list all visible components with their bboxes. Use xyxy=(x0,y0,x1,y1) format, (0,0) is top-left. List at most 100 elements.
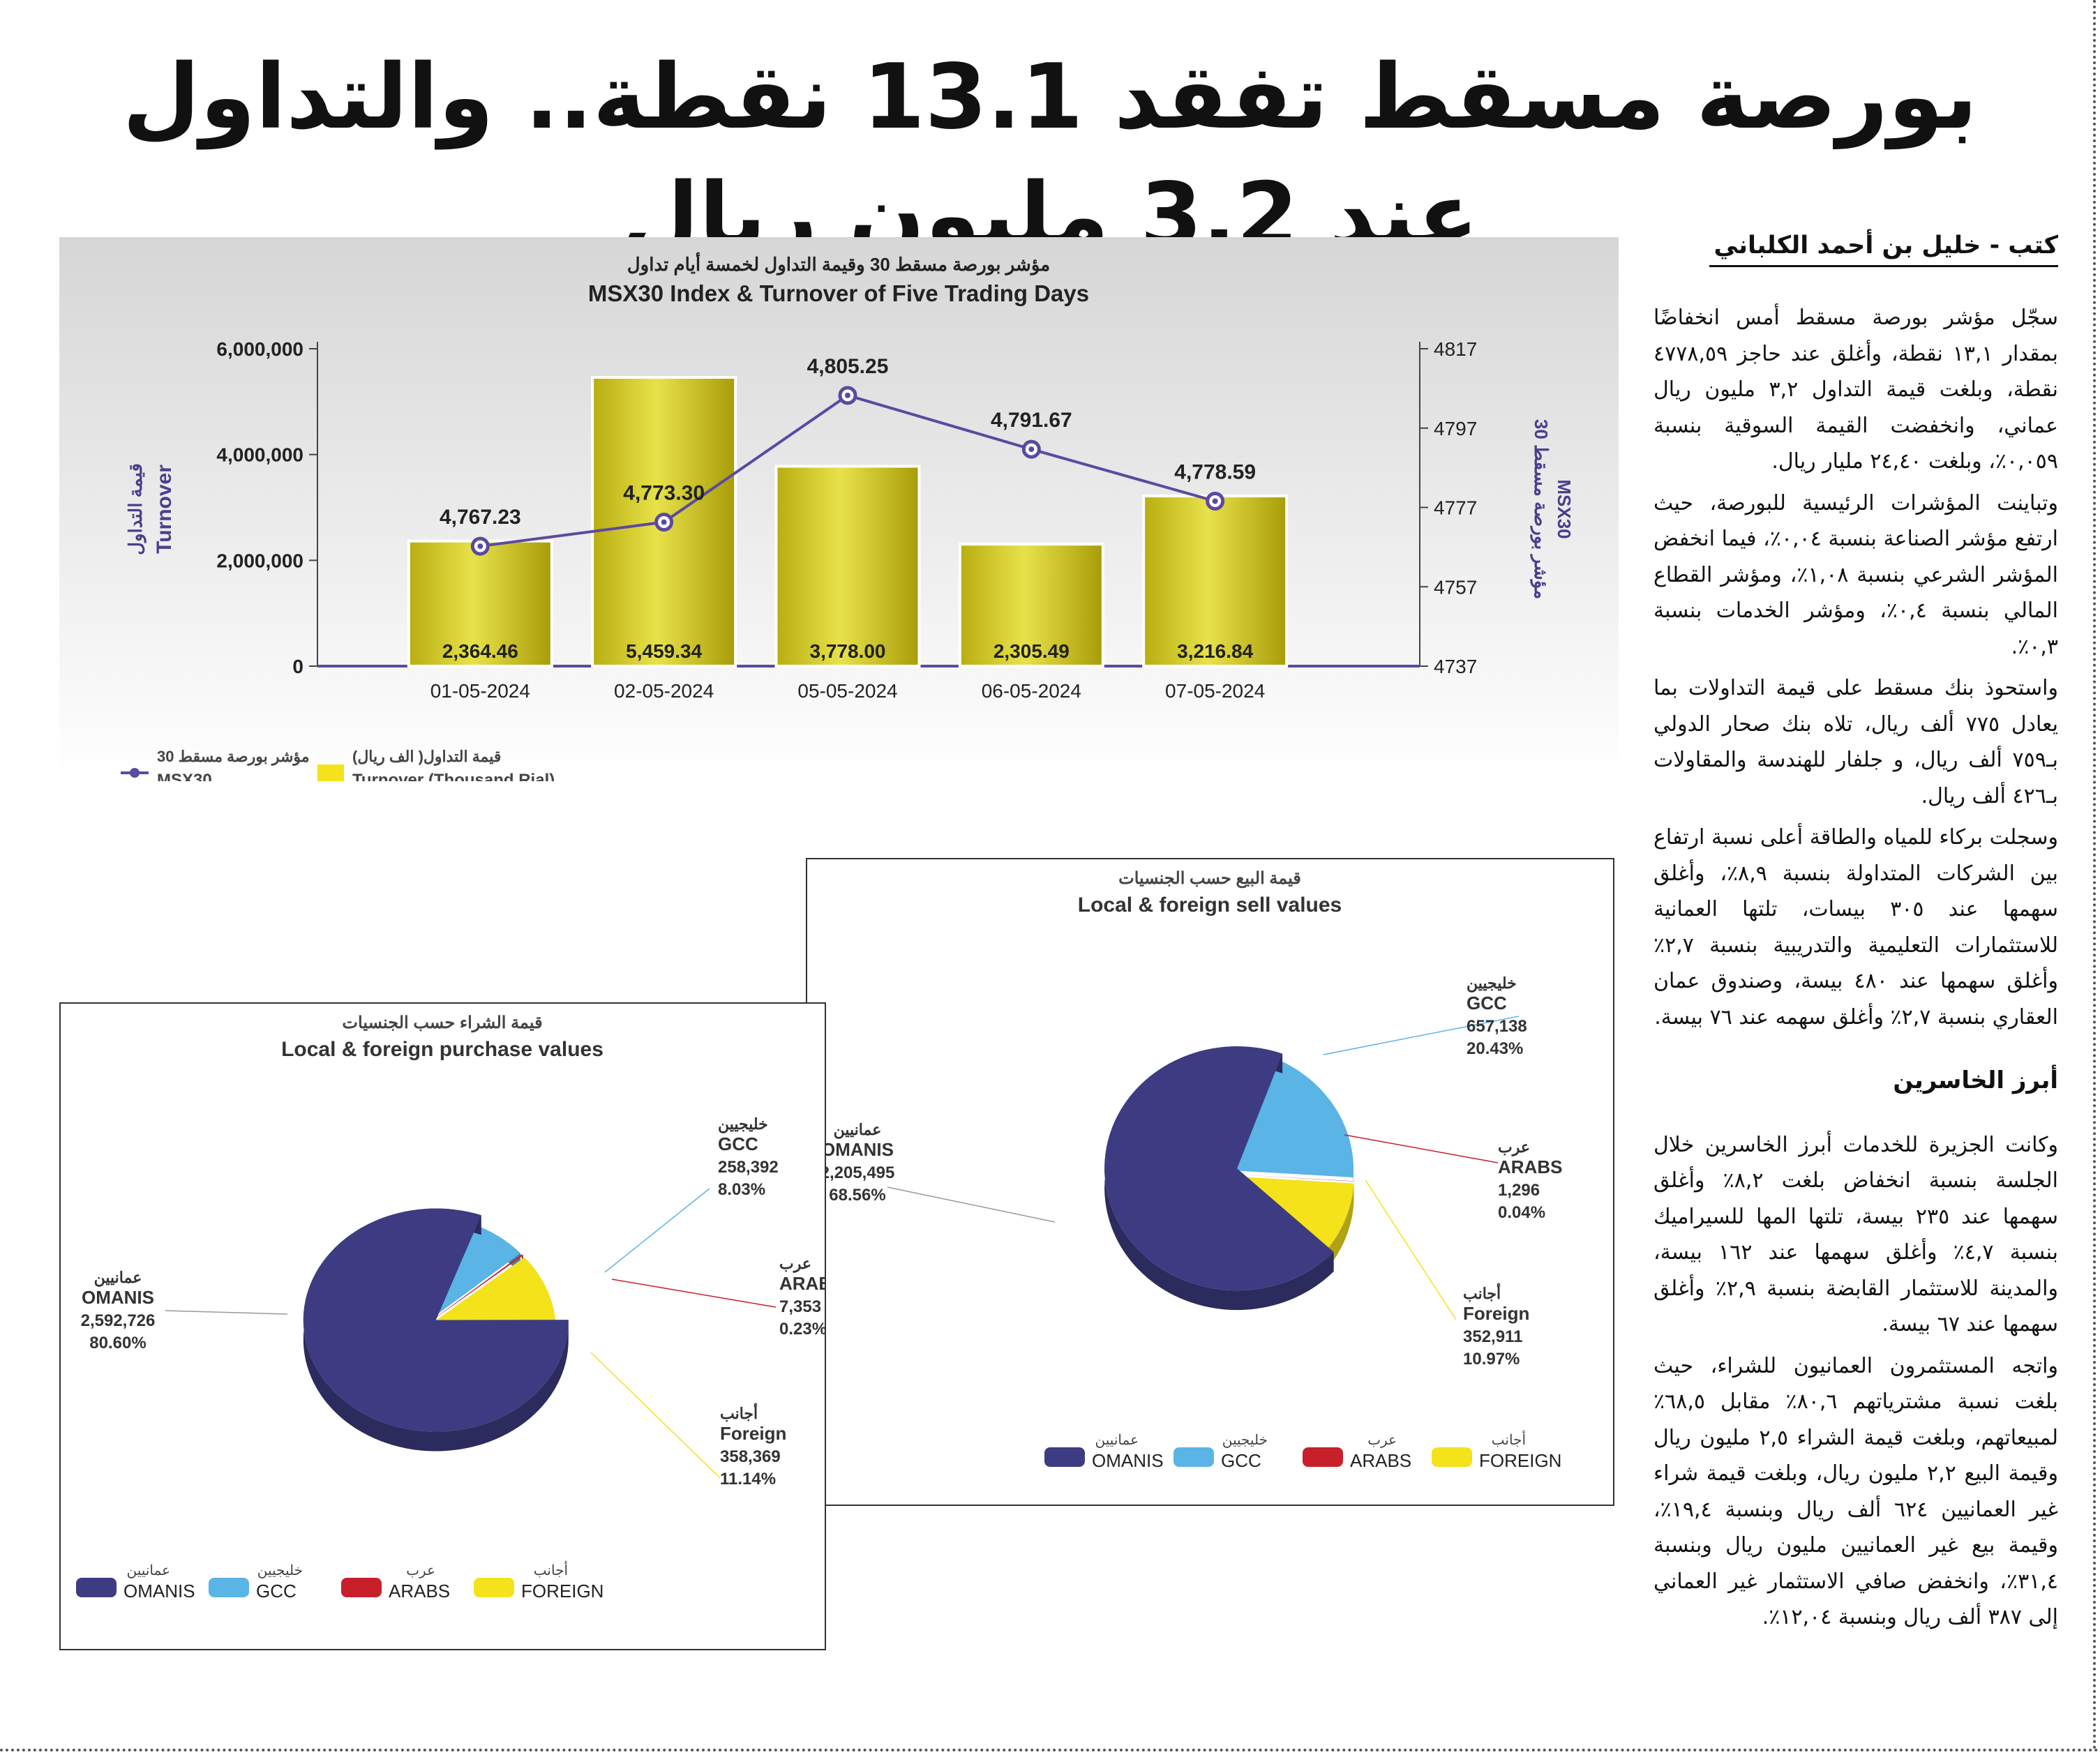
pie-label-pct: 80.60% xyxy=(89,1334,146,1352)
pie-leader-line xyxy=(1344,1134,1499,1163)
pie-label-ar: عمانيين xyxy=(94,1269,142,1287)
legend-label-ar: أجانب xyxy=(534,1560,568,1578)
x-tick-label: 07-05-2024 xyxy=(1165,680,1265,702)
pie-label-pct: 10.97% xyxy=(1463,1350,1520,1369)
legend-label-en: FOREIGN xyxy=(521,1581,603,1601)
right-axis-label-en: MSX30 xyxy=(1554,479,1575,538)
pie-label-value: 2,205,495 xyxy=(820,1163,895,1182)
turnover-bar xyxy=(958,543,1104,668)
pie-label-value: 352,911 xyxy=(1463,1327,1522,1346)
turnover-bar-label: 3,778.00 xyxy=(810,640,886,662)
pie-leader-line xyxy=(611,1279,777,1308)
pie-label-value: 258,392 xyxy=(718,1158,779,1177)
pie-slice-gcc xyxy=(420,1221,520,1327)
page-border-bottom xyxy=(0,1749,2100,1751)
pie-slice-arabs xyxy=(421,1254,523,1328)
legend-bar-swatch xyxy=(317,764,344,781)
sell-pie-subtitle: Local & foreign sell values xyxy=(1078,894,1342,917)
x-tick-label: 05-05-2024 xyxy=(797,680,897,702)
turnover-bar xyxy=(407,539,553,668)
legend-label-en: ARABS xyxy=(1350,1450,1411,1471)
sell-values-pie-panel: قيمة البيع حسب الجنسيات Local & foreign … xyxy=(806,858,1614,1506)
pie-slice-omanis xyxy=(1104,1046,1334,1291)
turnover-bar xyxy=(1142,495,1289,668)
msx30-point-center xyxy=(477,543,483,550)
right-tick-label: 4737 xyxy=(1434,656,1477,677)
legend-msx30-en: MSX30 xyxy=(157,771,212,781)
pie-leader-line xyxy=(590,1352,721,1479)
pie-slice-omanis xyxy=(303,1208,569,1432)
pie-label-pct: 20.43% xyxy=(1467,1039,1523,1058)
article-paragraph: وتباينت المؤشرات الرئيسية للبورصة، حيث ا… xyxy=(1653,490,2059,659)
right-tick-label: 4797 xyxy=(1434,418,1477,439)
pie-leader-line xyxy=(604,1188,710,1273)
chart-subtitle: MSX30 Index & Turnover of Five Trading D… xyxy=(588,280,1089,306)
chart-title: مؤشر بورصة مسقط 30 وقيمة التداول لخمسة أ… xyxy=(627,252,1050,276)
legend-label-ar: خليجيين xyxy=(257,1563,303,1578)
legend-label-en: ARABS xyxy=(389,1581,450,1601)
legend-swatch-foreign xyxy=(1432,1447,1472,1467)
article-paragraph: وسجلت بركاء للمياه والطاقة أعلى نسبة ارت… xyxy=(1653,825,2058,1030)
pie-label-name: Foreign xyxy=(1463,1303,1529,1324)
msx30-point-center xyxy=(661,519,667,525)
pie-label-value: 2,592,726 xyxy=(81,1311,156,1330)
pie-label-ar: أجانب xyxy=(720,1403,758,1422)
turnover-bar-label: 5,459.34 xyxy=(626,640,702,662)
pie-slice-foreign xyxy=(423,1257,556,1330)
right-tick-label: 4817 xyxy=(1434,338,1477,360)
article-subheading: أبرز الخاسرين xyxy=(1893,1066,2058,1094)
legend-swatch-arabs xyxy=(1303,1447,1343,1467)
left-axis-label-en: Turnover xyxy=(153,465,176,554)
pie-leader-line xyxy=(887,1186,1056,1223)
article-paragraph: وكانت الجزيرة للخدمات أبرز الخاسرين خلال… xyxy=(1653,1132,2058,1337)
purchase-pie-subtitle: Local & foreign purchase values xyxy=(281,1038,603,1061)
legend-label-en: GCC xyxy=(256,1581,297,1601)
legend-label-en: OMANIS xyxy=(123,1581,195,1601)
pie-label-pct: 0.23% xyxy=(779,1320,825,1339)
pie-label-ar: خليجيين xyxy=(718,1115,768,1133)
legend-label-en: OMANIS xyxy=(1092,1450,1164,1471)
turnover-bar-label: 2,364.46 xyxy=(442,640,518,662)
msx30-point-label: 4,767.23 xyxy=(440,506,521,529)
article-paragraph: واتجه المستثمرون العمانيون للشراء، حيث ب… xyxy=(1653,1353,2059,1630)
msx30-turnover-chart: مؤشر بورصة مسقط 30 وقيمة التداول لخمسة أ… xyxy=(59,237,1619,790)
x-tick-label: 06-05-2024 xyxy=(982,680,1081,702)
pie-label-name: Foreign xyxy=(720,1423,786,1444)
pie-label-pct: 11.14% xyxy=(720,1470,776,1488)
x-tick-label: 01-05-2024 xyxy=(430,680,530,702)
purchase-values-pie-svg: قيمة الشراء حسب الجنسيات Local & foreign… xyxy=(76,1013,825,1601)
pie-label-pct: 68.56% xyxy=(829,1186,885,1205)
left-tick-label: 6,000,000 xyxy=(216,338,303,360)
pie-label-name: OMANIS xyxy=(821,1139,894,1160)
legend-label-ar: عمانيين xyxy=(1095,1433,1139,1448)
pie-leader-line xyxy=(1323,1016,1520,1055)
pie-label-name: OMANIS xyxy=(82,1287,154,1308)
pie-label-value: 358,369 xyxy=(720,1447,781,1466)
msx30-point-center xyxy=(1212,498,1218,504)
turnover-bar-label: 3,216.84 xyxy=(1177,640,1253,662)
pie-label-name: GCC xyxy=(718,1133,758,1154)
article-paragraph: واستحوذ بنك مسقط على قيمة التداولات بما … xyxy=(1653,676,2058,808)
msx30-point-label: 4,773.30 xyxy=(623,482,705,505)
pie-label-pct: 8.03% xyxy=(718,1180,765,1199)
msx30-point-label: 4,805.25 xyxy=(807,355,889,378)
msx30-point-center xyxy=(845,392,850,398)
left-axis-label-ar: قيمة التداول xyxy=(125,463,147,555)
legend-turnover-en: Turnover (Thousand Rial) xyxy=(352,771,555,781)
legend-swatch-omanis xyxy=(76,1578,117,1597)
msx30-point-center xyxy=(1028,446,1035,453)
legend-label-ar: خليجيين xyxy=(1222,1433,1268,1448)
pie-slice-side xyxy=(1104,1046,1334,1311)
sell-pie-title: قيمة البيع حسب الجنسيات xyxy=(1118,869,1301,889)
pie-leader-line xyxy=(1365,1179,1457,1320)
msx30-point-label: 4,791.67 xyxy=(991,409,1072,432)
pie-label-name: GCC xyxy=(1467,993,1507,1013)
purchase-pie-title: قيمة الشراء حسب الجنسيات xyxy=(342,1013,542,1033)
legend-swatch-gcc xyxy=(209,1578,249,1597)
pie-label-value: 7,353 xyxy=(779,1297,821,1316)
legend-swatch-foreign xyxy=(474,1578,514,1597)
legend-msx30-ar: مؤشر بورصة مسقط 30 xyxy=(157,748,310,766)
pie-slice-gcc xyxy=(1221,1055,1354,1177)
pie-label-value: 1,296 xyxy=(1498,1181,1540,1200)
legend-swatch-omanis xyxy=(1044,1447,1085,1467)
